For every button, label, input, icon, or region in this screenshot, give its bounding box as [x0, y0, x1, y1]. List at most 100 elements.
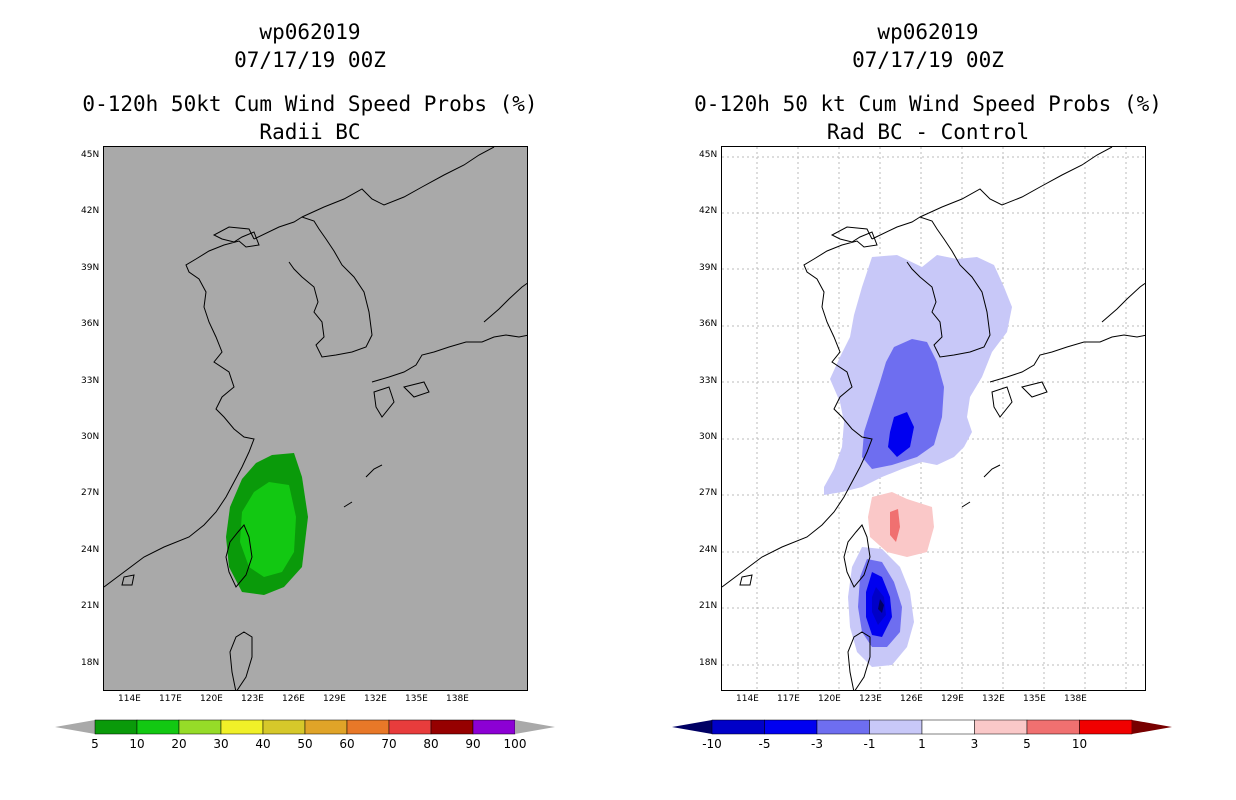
left-lat-label: 42N — [81, 206, 100, 217]
left-colorbar-box — [220, 719, 264, 735]
right-lat-label: 21N — [699, 601, 718, 612]
left-colorbar-label: 50 — [297, 737, 313, 751]
coast-ryukyu — [343, 464, 383, 508]
left-colorbar-label: 60 — [339, 737, 355, 751]
left-lat-label: 36N — [81, 319, 100, 330]
left-lat-label: 30N — [81, 432, 100, 442]
right-map — [721, 146, 1146, 691]
coast-hainan — [739, 574, 753, 586]
left-colorbar-label: 40 — [255, 737, 271, 751]
left-colorbar-label: 70 — [381, 737, 397, 751]
right-subtitle: Rad BC - Control — [826, 120, 1030, 144]
right-lon-label: 135E — [1023, 694, 1046, 704]
left-colorbar-box — [472, 719, 516, 735]
left-lat-label: 21N — [81, 601, 100, 612]
right-colorbar-box — [816, 719, 870, 735]
left-lon-label: 114E — [118, 694, 141, 704]
right-colorbar-label: 3 — [970, 737, 979, 751]
right-colorbar-label: -3 — [811, 737, 823, 751]
left-colorbar-low-end — [55, 720, 95, 734]
coast-korea — [871, 216, 991, 358]
left-colorbar-box — [262, 719, 306, 735]
right-lat-label: 27N — [699, 488, 718, 499]
right-colorbar-box — [869, 719, 923, 735]
right-lat-label: 18N — [699, 657, 718, 668]
right-lon-label: 123E — [859, 694, 882, 704]
right-date: 07/17/19 00Z — [852, 48, 1004, 72]
right-colorbar-label: 10 — [1071, 737, 1088, 751]
right-lat-label: 42N — [699, 206, 718, 217]
coast-kyushu — [373, 386, 395, 418]
right-lon-label: 129E — [941, 694, 964, 704]
left-colorbar-box — [304, 719, 348, 735]
coast-russia — [919, 147, 1113, 218]
right-lon-label: 114E — [736, 694, 759, 704]
right-colorbar-label: 1 — [918, 737, 926, 751]
coast-korea — [253, 216, 373, 358]
diff-core-south-area — [878, 599, 884, 613]
left-lon-label: 120E — [200, 694, 223, 704]
right-colorbar-box — [711, 719, 765, 735]
coast-kyushu — [991, 386, 1013, 418]
right-lon-label: 138E — [1064, 694, 1087, 704]
right-colorbar-box — [974, 719, 1028, 735]
left-lat-label: 18N — [81, 657, 100, 668]
diff-neg5-neg10-area — [888, 412, 914, 457]
right-colorbar-box — [764, 719, 818, 735]
right-colorbar-high-end — [1132, 720, 1172, 734]
coast-china — [104, 226, 260, 588]
coast-russia — [301, 147, 495, 218]
right-colorbar-label: 5 — [1023, 737, 1031, 751]
left-subtitle: Radii BC — [259, 120, 361, 144]
right-colorbar-label: -1 — [863, 737, 876, 751]
left-colorbar-box — [430, 719, 474, 735]
left-lon-label: 117E — [159, 694, 182, 704]
coast-hainan — [121, 574, 135, 586]
coast-ryukyu — [961, 464, 1001, 508]
left-title: 0-120h 50kt Cum Wind Speed Probs (%) — [82, 92, 538, 116]
left-colorbar-label: 5 — [91, 737, 99, 751]
left-storm-id: wp062019 — [259, 20, 361, 44]
left-colorbar-label: 100 — [503, 737, 527, 751]
left-lat-label: 39N — [81, 262, 100, 273]
left-colorbar-high-end — [515, 720, 555, 734]
right-lon-label: 126E — [900, 694, 923, 704]
right-colorbar-box — [1026, 719, 1080, 735]
left-lon-label: 126E — [282, 694, 305, 704]
left-lat-label: 27N — [81, 488, 100, 499]
coast-japan-north — [483, 282, 527, 323]
left-lat-label: 45N — [81, 150, 100, 160]
right-map-graphic — [722, 147, 1145, 690]
left-lon-label: 138E — [446, 694, 469, 704]
left-colorbar-label: 80 — [423, 737, 439, 751]
coast-shikoku — [403, 381, 430, 398]
diff-neg3-neg5-area — [862, 339, 944, 469]
left-map — [103, 146, 528, 691]
left-colorbar — [55, 719, 555, 735]
diff-pos3-pos5-area — [890, 509, 900, 542]
left-colorbar-box — [388, 719, 432, 735]
left-lat-label: 24N — [81, 544, 100, 555]
right-colorbar — [672, 719, 1172, 735]
left-lon-label: 132E — [364, 694, 387, 704]
coast-luzon — [229, 631, 253, 690]
right-lat-label: 45N — [699, 150, 718, 160]
left-colorbar-label: 90 — [465, 737, 481, 751]
right-lat-label: 39N — [699, 262, 718, 273]
diff-pos1-pos3-area — [868, 492, 934, 557]
left-lon-label: 135E — [405, 694, 428, 704]
left-colorbar-box — [94, 719, 138, 735]
right-lat-label: 33N — [699, 375, 718, 386]
left-colorbar-box — [346, 719, 390, 735]
left-map-graphic — [104, 147, 527, 690]
right-colorbar-low-end — [672, 720, 712, 734]
right-title: 0-120h 50 kt Cum Wind Speed Probs (%) — [694, 92, 1162, 116]
right-colorbar-label: -10 — [702, 737, 722, 751]
coast-taiwan — [843, 524, 871, 588]
left-date: 07/17/19 00Z — [234, 48, 386, 72]
prob-10-20-area — [240, 482, 296, 577]
coast-luzon — [847, 631, 871, 690]
right-lon-label: 117E — [777, 694, 800, 704]
left-lon-label: 129E — [323, 694, 346, 704]
left-colorbar-label: 10 — [129, 737, 145, 751]
